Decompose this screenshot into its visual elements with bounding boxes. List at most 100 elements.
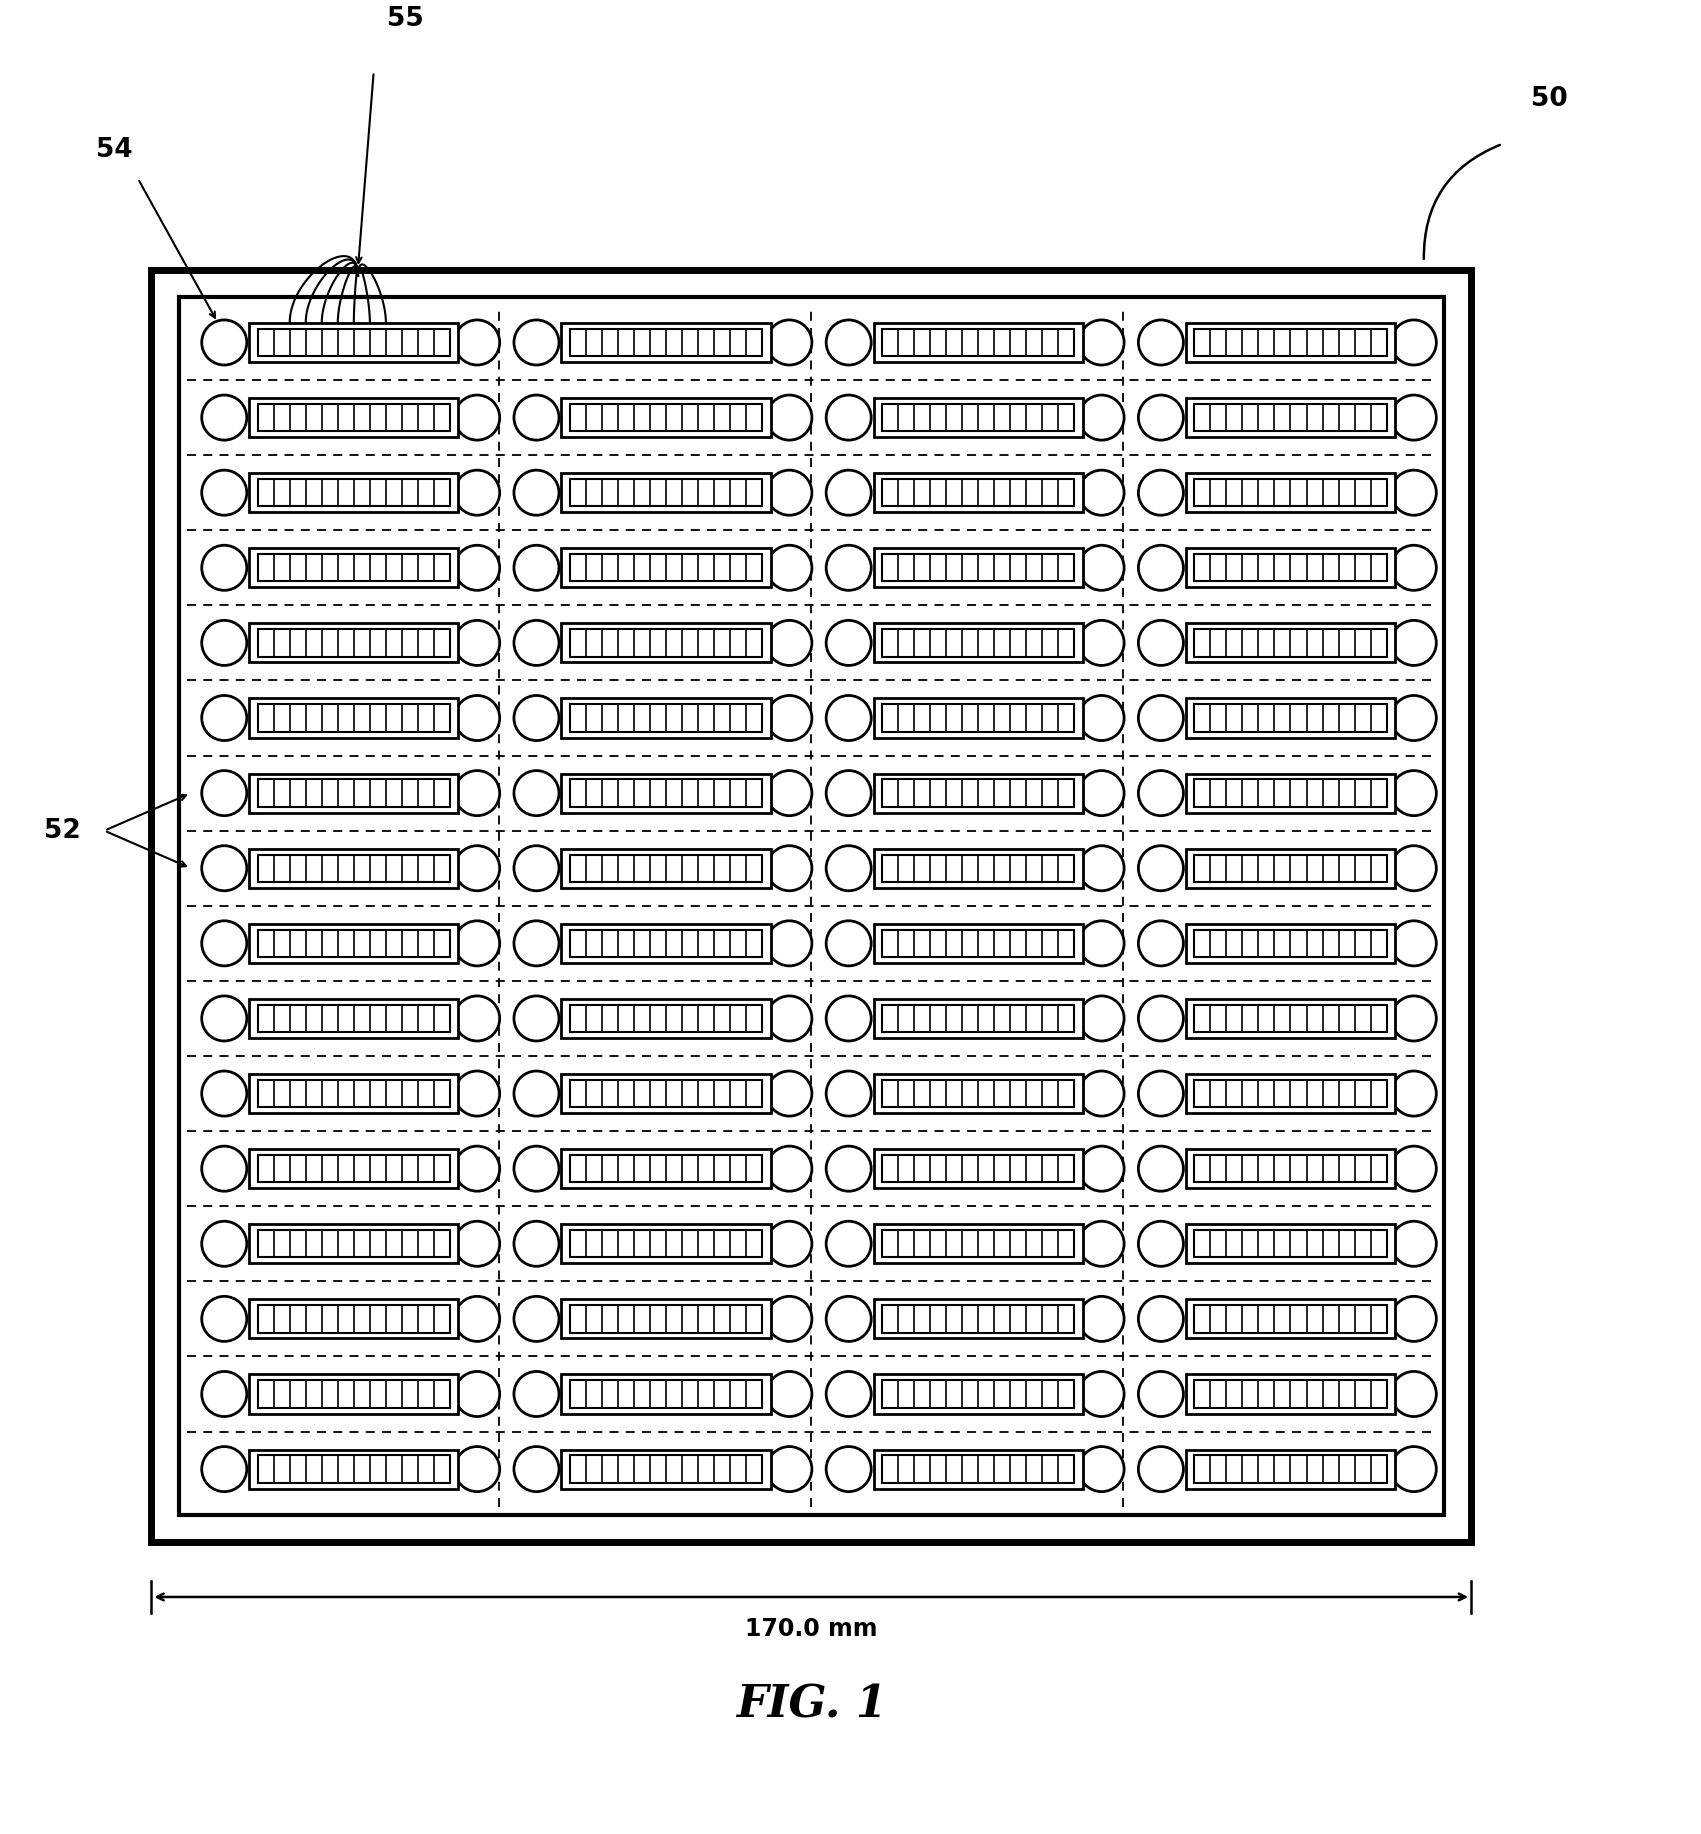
- Circle shape: [767, 545, 811, 591]
- Circle shape: [1391, 770, 1436, 816]
- Circle shape: [454, 620, 500, 666]
- Circle shape: [514, 921, 560, 967]
- Circle shape: [827, 770, 871, 816]
- Bar: [1186, 1298, 1395, 1339]
- Bar: [570, 930, 762, 957]
- Bar: [874, 398, 1084, 436]
- Circle shape: [1391, 545, 1436, 591]
- Circle shape: [202, 470, 247, 515]
- Bar: [874, 548, 1084, 587]
- Bar: [874, 1374, 1084, 1414]
- Bar: [250, 1225, 459, 1264]
- Bar: [561, 1225, 771, 1264]
- Bar: [1186, 473, 1395, 512]
- Bar: [250, 473, 459, 512]
- Bar: [1194, 1005, 1386, 1033]
- Bar: [1194, 1155, 1386, 1183]
- Circle shape: [1138, 845, 1184, 891]
- Bar: [874, 1000, 1084, 1038]
- Circle shape: [1138, 1071, 1184, 1117]
- Bar: [570, 1231, 762, 1258]
- Bar: [257, 930, 451, 957]
- Bar: [883, 1456, 1075, 1482]
- Circle shape: [1391, 1221, 1436, 1265]
- Bar: [1194, 554, 1386, 581]
- Bar: [250, 699, 459, 737]
- Circle shape: [1138, 770, 1184, 816]
- Circle shape: [1078, 319, 1124, 365]
- Bar: [561, 849, 771, 888]
- Circle shape: [1391, 695, 1436, 741]
- Bar: [570, 554, 762, 581]
- Bar: [1194, 930, 1386, 957]
- Circle shape: [1078, 620, 1124, 666]
- Bar: [874, 774, 1084, 812]
- Bar: [561, 398, 771, 436]
- Circle shape: [767, 921, 811, 967]
- Bar: [1194, 1231, 1386, 1258]
- Circle shape: [1078, 1071, 1124, 1117]
- Bar: [1186, 398, 1395, 436]
- Circle shape: [1138, 620, 1184, 666]
- Circle shape: [827, 996, 871, 1042]
- Bar: [257, 1005, 451, 1033]
- Bar: [250, 398, 459, 436]
- Bar: [1186, 699, 1395, 737]
- Circle shape: [827, 620, 871, 666]
- Circle shape: [1078, 770, 1124, 816]
- Bar: [257, 1080, 451, 1108]
- Bar: [874, 473, 1084, 512]
- Bar: [250, 1298, 459, 1339]
- Bar: [570, 328, 762, 356]
- Bar: [883, 1155, 1075, 1183]
- Bar: [570, 629, 762, 657]
- Bar: [561, 473, 771, 512]
- Bar: [1186, 774, 1395, 812]
- Bar: [561, 323, 771, 361]
- Circle shape: [454, 1146, 500, 1192]
- Circle shape: [1138, 695, 1184, 741]
- Circle shape: [454, 921, 500, 967]
- Bar: [1186, 1225, 1395, 1264]
- Circle shape: [1078, 545, 1124, 591]
- Bar: [570, 704, 762, 732]
- Circle shape: [1138, 1146, 1184, 1192]
- Bar: [883, 1306, 1075, 1333]
- Bar: [1186, 323, 1395, 361]
- Circle shape: [827, 1221, 871, 1265]
- Bar: [257, 328, 451, 356]
- Circle shape: [767, 319, 811, 365]
- Circle shape: [827, 1372, 871, 1416]
- Circle shape: [767, 770, 811, 816]
- Circle shape: [767, 996, 811, 1042]
- Circle shape: [1138, 470, 1184, 515]
- Circle shape: [827, 845, 871, 891]
- Bar: [1186, 1075, 1395, 1113]
- Circle shape: [202, 1297, 247, 1341]
- Circle shape: [1138, 1447, 1184, 1491]
- Bar: [250, 1075, 459, 1113]
- Circle shape: [1138, 545, 1184, 591]
- Circle shape: [202, 695, 247, 741]
- Circle shape: [514, 319, 560, 365]
- Bar: [561, 924, 771, 963]
- Bar: [257, 855, 451, 882]
- Circle shape: [202, 921, 247, 967]
- Bar: [1186, 1000, 1395, 1038]
- Bar: [874, 849, 1084, 888]
- Bar: [250, 1000, 459, 1038]
- Bar: [883, 930, 1075, 957]
- Circle shape: [767, 695, 811, 741]
- Bar: [1186, 1374, 1395, 1414]
- Text: 170.0 mm: 170.0 mm: [745, 1616, 878, 1641]
- Bar: [250, 1374, 459, 1414]
- Circle shape: [1138, 996, 1184, 1042]
- Bar: [874, 1075, 1084, 1113]
- Circle shape: [827, 394, 871, 440]
- Circle shape: [1138, 1297, 1184, 1341]
- Circle shape: [514, 1221, 560, 1265]
- Bar: [1186, 849, 1395, 888]
- Circle shape: [1078, 845, 1124, 891]
- Circle shape: [514, 1297, 560, 1341]
- Bar: [570, 1155, 762, 1183]
